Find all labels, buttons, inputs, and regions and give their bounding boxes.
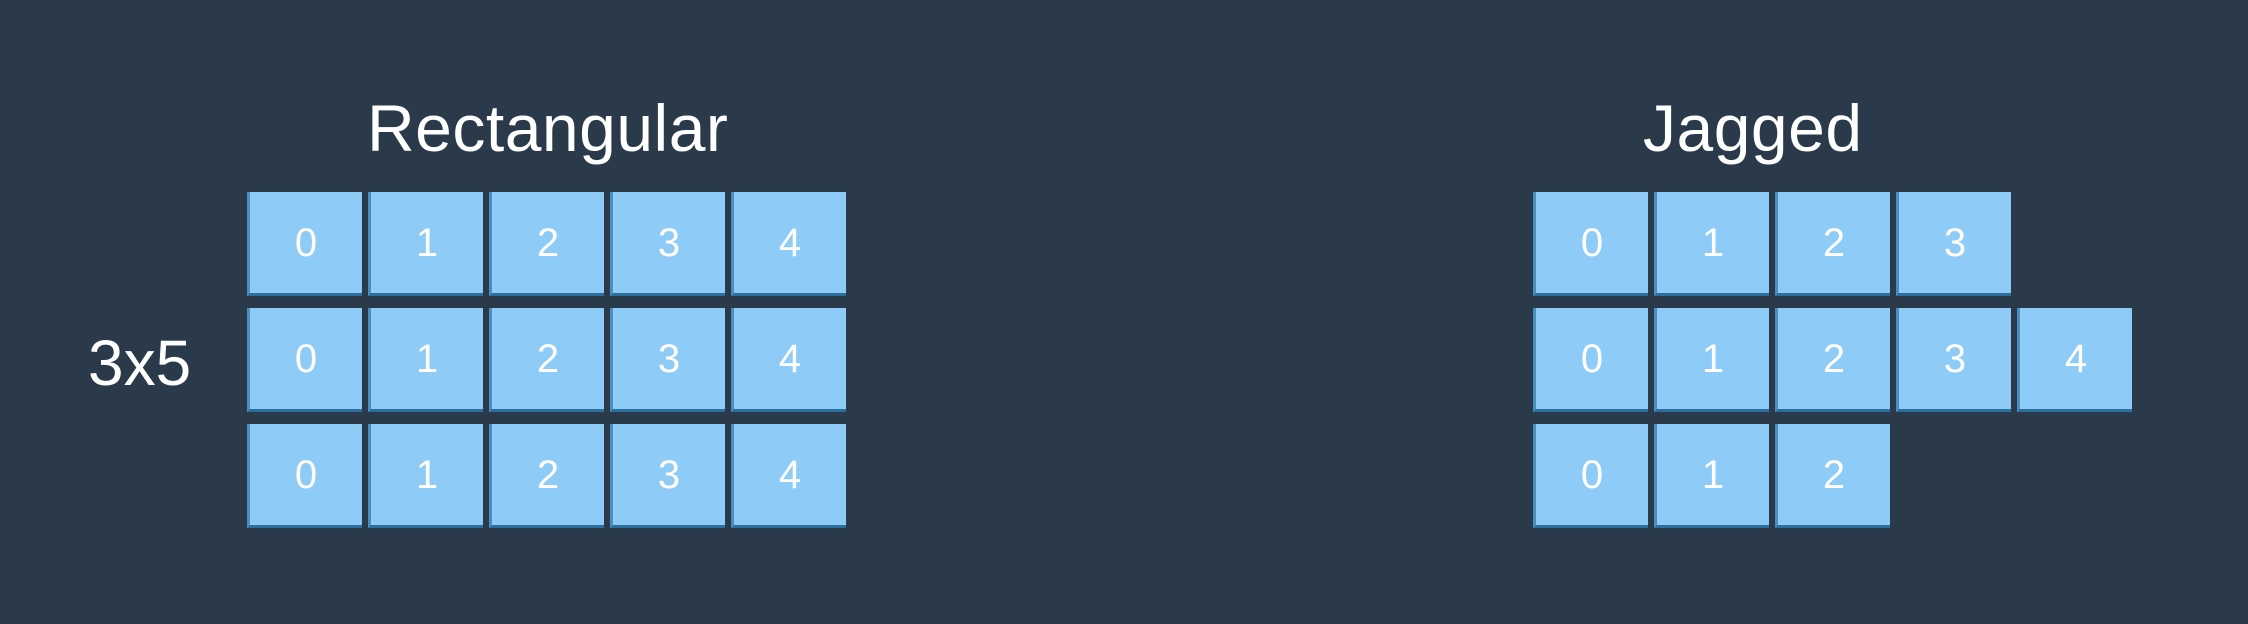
array-cell: 3 [610,424,725,528]
array-cell: 2 [489,192,604,296]
array-cell: 0 [1533,192,1648,296]
array-cell: 2 [1775,424,1890,528]
array-cell: 4 [2017,308,2132,412]
dimension-label: 3x5 [88,327,192,399]
array-cell: 1 [368,192,483,296]
array-cell: 4 [731,192,846,296]
rectangular-title: Rectangular [367,91,729,165]
array-cell: 0 [1533,424,1648,528]
array-cell: 3 [610,192,725,296]
array-cell: 0 [247,308,362,412]
array-cell: 0 [247,192,362,296]
array-cell: 2 [489,308,604,412]
array-cell: 1 [1654,308,1769,412]
array-cell: 4 [731,308,846,412]
array-cell: 4 [731,424,846,528]
array-cell: 2 [1775,192,1890,296]
array-cell: 0 [1533,308,1648,412]
array-cell: 1 [1654,424,1769,528]
array-cell: 1 [1654,192,1769,296]
jagged-title: Jagged [1643,91,1863,165]
array-cell: 2 [489,424,604,528]
array-cell: 0 [247,424,362,528]
array-cell: 3 [610,308,725,412]
array-cell: 1 [368,308,483,412]
array-cell: 3 [1896,192,2011,296]
array-cell: 2 [1775,308,1890,412]
array-cell: 1 [368,424,483,528]
array-cell: 3 [1896,308,2011,412]
